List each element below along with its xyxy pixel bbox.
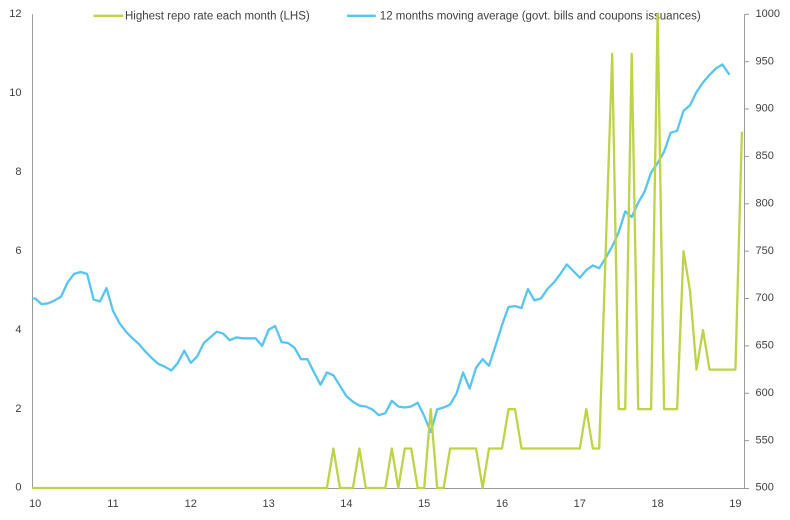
svg-text:13: 13 (262, 498, 274, 510)
svg-text:17: 17 (574, 498, 586, 510)
svg-text:1000: 1000 (756, 8, 780, 20)
svg-text:900: 900 (756, 103, 774, 115)
svg-text:550: 550 (756, 434, 774, 446)
svg-text:4: 4 (15, 324, 21, 336)
svg-text:8: 8 (15, 166, 21, 178)
svg-text:700: 700 (756, 292, 774, 304)
svg-text:2: 2 (15, 403, 21, 415)
svg-text:19: 19 (729, 498, 741, 510)
svg-text:600: 600 (756, 387, 774, 399)
svg-text:500: 500 (756, 482, 774, 494)
svg-text:800: 800 (756, 198, 774, 210)
svg-text:15: 15 (418, 498, 430, 510)
svg-text:12: 12 (185, 498, 197, 510)
svg-text:6: 6 (15, 245, 21, 257)
svg-text:950: 950 (756, 55, 774, 67)
svg-text:650: 650 (756, 340, 774, 352)
svg-text:12 months moving average (govt: 12 months moving average (govt. bills an… (380, 11, 701, 23)
svg-text:10: 10 (9, 87, 21, 99)
svg-text:850: 850 (756, 150, 774, 162)
svg-text:12: 12 (9, 8, 21, 20)
svg-text:Highest repo rate each month (: Highest repo rate each month (LHS) (125, 11, 310, 23)
svg-text:16: 16 (496, 498, 508, 510)
svg-text:14: 14 (340, 498, 352, 510)
svg-text:11: 11 (107, 498, 118, 510)
svg-text:0: 0 (15, 482, 21, 494)
svg-text:18: 18 (651, 498, 663, 510)
svg-text:10: 10 (29, 498, 41, 510)
svg-text:750: 750 (756, 245, 774, 257)
